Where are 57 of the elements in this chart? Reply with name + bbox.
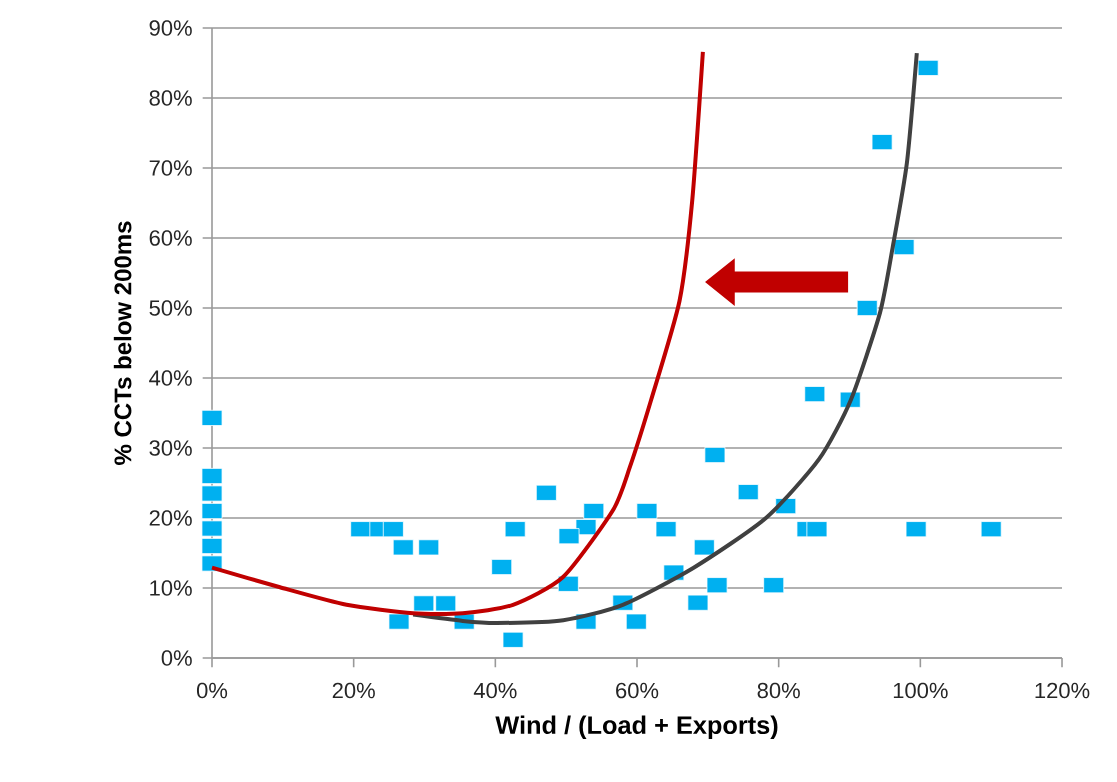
point bbox=[980, 521, 1002, 538]
point bbox=[706, 577, 728, 594]
y-tick-label: 70% bbox=[149, 160, 192, 176]
point bbox=[917, 59, 939, 76]
point bbox=[737, 484, 759, 501]
point bbox=[704, 446, 726, 464]
x-tick-label: 120% bbox=[1035, 682, 1090, 699]
point bbox=[806, 521, 828, 538]
point bbox=[557, 575, 579, 592]
point bbox=[201, 537, 223, 555]
point bbox=[558, 528, 580, 545]
point bbox=[201, 485, 223, 502]
y-tick-label: 10% bbox=[150, 580, 192, 596]
point bbox=[201, 502, 223, 520]
point bbox=[418, 539, 440, 556]
x-tick-label: 80% bbox=[757, 682, 800, 699]
point bbox=[535, 484, 557, 501]
point bbox=[435, 595, 457, 612]
y-tick-label: 80% bbox=[149, 90, 192, 106]
point bbox=[413, 595, 435, 612]
point bbox=[575, 519, 597, 536]
point bbox=[687, 594, 709, 611]
x-tick-label: 40% bbox=[473, 682, 517, 699]
point bbox=[655, 521, 677, 538]
point bbox=[502, 631, 524, 648]
y-tick-label: 20% bbox=[149, 510, 192, 526]
point bbox=[350, 521, 372, 538]
point bbox=[625, 613, 647, 630]
point bbox=[856, 299, 878, 317]
point bbox=[504, 521, 526, 538]
point bbox=[201, 520, 223, 537]
y-tick-label: 30% bbox=[149, 440, 192, 456]
y-tick-label: 0% bbox=[161, 650, 192, 666]
y-axis-title: % CCTs below 200ms bbox=[113, 221, 132, 465]
point bbox=[693, 539, 715, 556]
point bbox=[201, 409, 223, 426]
y-tick-label: 90% bbox=[149, 20, 192, 36]
point bbox=[388, 613, 410, 630]
point bbox=[871, 134, 893, 151]
y-tick-label: 40% bbox=[149, 370, 192, 386]
x-axis-title: Wind / (Load + Exports) bbox=[495, 715, 778, 740]
y-tick-label: 50% bbox=[149, 300, 192, 316]
x-tick-label: 20% bbox=[332, 682, 375, 699]
point bbox=[905, 521, 927, 538]
point bbox=[201, 467, 223, 485]
point bbox=[491, 558, 513, 576]
point bbox=[763, 577, 785, 594]
x-tick-label: 100% bbox=[893, 682, 948, 699]
point bbox=[893, 239, 915, 256]
point bbox=[583, 502, 605, 520]
point bbox=[392, 539, 414, 556]
point bbox=[382, 521, 404, 538]
y-tick-label: 60% bbox=[149, 230, 192, 246]
point bbox=[636, 502, 658, 520]
point bbox=[804, 386, 826, 403]
x-tick-label: 0% bbox=[196, 682, 228, 699]
x-tick-label: 60% bbox=[616, 682, 659, 699]
